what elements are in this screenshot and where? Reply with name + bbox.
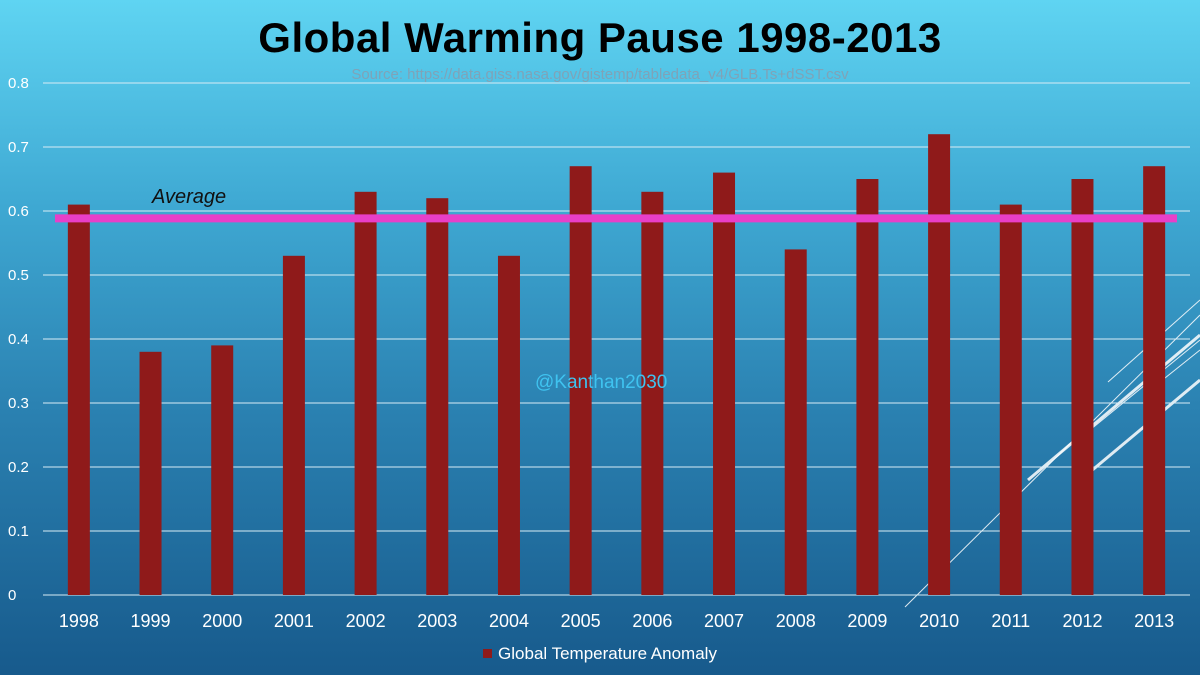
decorative-line [1027,333,1200,482]
legend: Global Temperature Anomaly [0,644,1200,664]
bar-2005 [569,166,592,595]
y-tick-label: 0.2 [8,459,29,476]
y-tick-label: 0.4 [8,331,29,348]
x-tick-label: 2001 [274,611,314,631]
bar-1999 [139,351,162,595]
y-tick-label: 0.6 [8,203,29,220]
chart-source: Source: https://data.giss.nasa.gov/giste… [351,66,849,83]
x-tick-label: 2012 [1062,611,1102,631]
y-tick-label: 0 [8,587,16,604]
y-tick-label: 0.8 [8,75,29,92]
bar-2007 [713,172,736,595]
x-tick-label: 2013 [1134,611,1174,631]
bar-1998 [67,204,90,595]
bar-2006 [641,191,664,596]
x-tick-label: 2010 [919,611,959,631]
bar-2008 [784,249,807,595]
x-tick-label: 2008 [776,611,816,631]
watermark: @Kanthan2030 [535,372,668,393]
legend-swatch [483,649,493,658]
bar-2012 [1071,179,1094,595]
bar-2003 [426,198,449,595]
bar-2000 [211,345,234,595]
x-tick-label: 2005 [561,611,601,631]
bar-2001 [282,255,305,596]
bar-2009 [856,179,879,595]
bar-2011 [999,204,1022,595]
x-tick-label: 2006 [632,611,672,631]
x-tick-label: 2002 [346,611,386,631]
x-tick-label: 2000 [202,611,242,631]
x-tick-label: 1998 [59,611,99,631]
y-tick-label: 0.5 [8,267,29,284]
bar-2010 [928,134,951,595]
x-tick-label: 2011 [991,611,1030,631]
chart-title: Global Warming Pause 1998-2013 [258,14,942,61]
x-tick-label: 2009 [847,611,887,631]
bar-2002 [354,191,377,596]
x-tick-label: 1999 [131,611,171,631]
bar-2013 [1143,166,1166,595]
x-tick-label: 2004 [489,611,529,631]
x-tick-label: 2007 [704,611,744,631]
average-label: Average [152,186,227,208]
x-tick-label: 2003 [417,611,457,631]
y-tick-label: 0.7 [8,139,29,156]
y-tick-label: 0.1 [8,523,29,540]
bar-2004 [497,255,520,596]
legend-label: Global Temperature Anomaly [498,644,717,663]
y-tick-label: 0.3 [8,395,29,412]
